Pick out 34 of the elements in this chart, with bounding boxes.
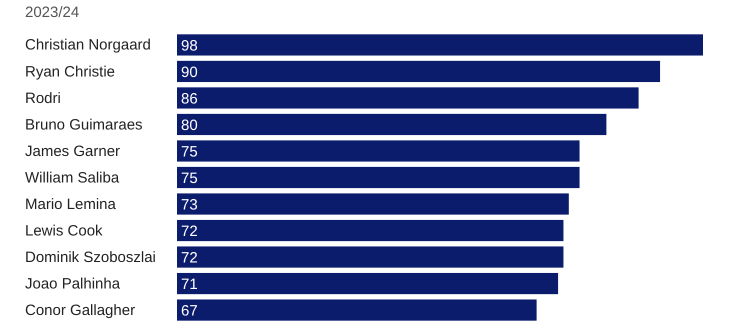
bar [177, 140, 580, 162]
text: 2023/24 [25, 4, 80, 21]
data-label: 72 [181, 222, 198, 240]
y-tick-label: James Garner [25, 142, 120, 160]
bar [177, 87, 639, 109]
y-tick-label: Conor Gallagher [25, 302, 136, 319]
bar [177, 60, 660, 82]
bar [177, 299, 537, 321]
y-tick-label: Christian Norgaard [25, 36, 151, 54]
bar [177, 34, 703, 56]
bar [177, 166, 580, 188]
y-tick-label: Bruno Guimaraes [25, 116, 143, 134]
data-label: 86 [181, 90, 198, 108]
data-label: 80 [181, 116, 198, 134]
y-tick-label: Joao Palhinha [25, 275, 121, 292]
bar [177, 246, 564, 268]
bar [177, 114, 606, 136]
data-label: 98 [181, 37, 198, 54]
y-tick-label: Lewis Cook [25, 222, 104, 240]
data-label: 73 [181, 196, 198, 214]
bar [177, 272, 558, 294]
data-label: 71 [181, 276, 198, 293]
y-tick-label: Mario Lemina [25, 196, 117, 213]
y-tick-label: Ryan Christie [25, 63, 116, 80]
data-label: 75 [181, 143, 198, 160]
data-label: 90 [181, 64, 198, 81]
y-tick-label: William Saliba [25, 169, 120, 186]
y-tick-label: Rodri [25, 90, 61, 107]
data-label: 67 [181, 302, 198, 320]
bar [177, 220, 564, 242]
y-tick-label: Dominik Szoboszlai [25, 248, 156, 266]
data-label: 75 [181, 170, 198, 187]
bar [177, 193, 569, 215]
data-label: 72 [181, 249, 198, 266]
